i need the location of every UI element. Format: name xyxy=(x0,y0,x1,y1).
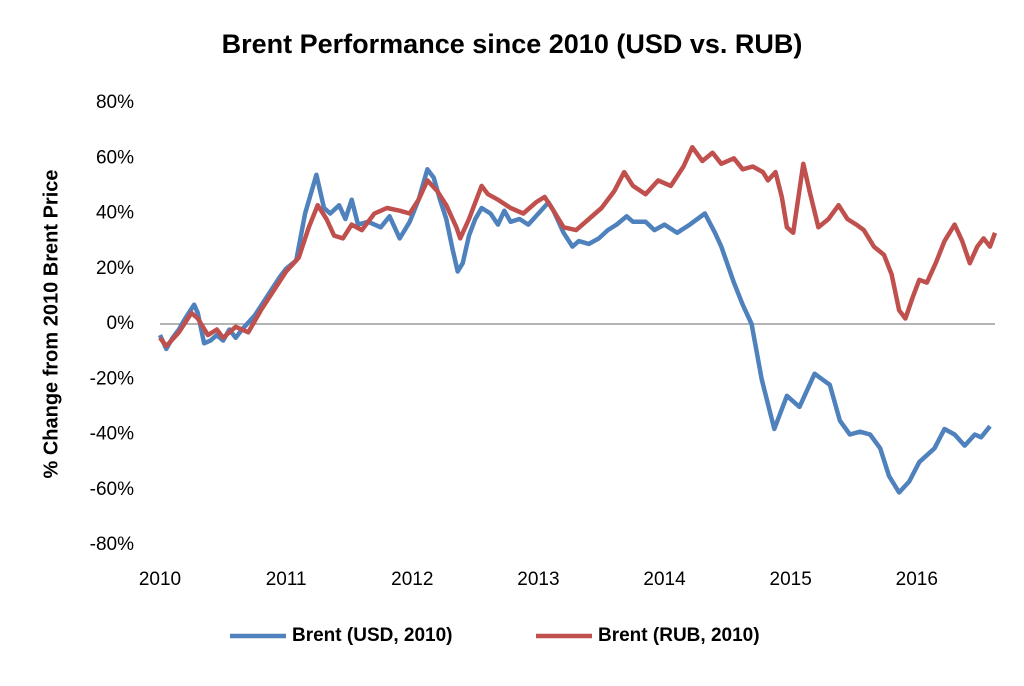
y-tick-label: -20% xyxy=(90,368,134,389)
x-tick-label: 2014 xyxy=(643,569,686,590)
y-tick-label: -80% xyxy=(90,534,134,555)
x-tick-label: 2010 xyxy=(139,569,181,590)
y-tick-label: 20% xyxy=(96,258,134,279)
series-line xyxy=(157,167,992,495)
legend-label: Brent (RUB, 2010) xyxy=(598,625,760,646)
y-axis-label: % Change from 2010 Brent Price xyxy=(40,170,62,479)
x-tick-label: 2012 xyxy=(391,569,433,590)
y-tick-label: 80% xyxy=(96,92,134,113)
y-tick-label: 40% xyxy=(96,203,134,224)
y-tick-label: -60% xyxy=(90,479,134,500)
y-tick-label: -40% xyxy=(90,424,134,445)
x-tick-label: 2011 xyxy=(266,569,307,590)
y-tick-label: 60% xyxy=(96,147,134,168)
x-tick-label: 2013 xyxy=(517,569,559,590)
y-tick-label: 0% xyxy=(107,313,135,334)
x-tick-label: 2016 xyxy=(896,569,938,590)
series-line xyxy=(158,144,998,349)
legend-label: Brent (USD, 2010) xyxy=(292,625,453,646)
chart-title: Brent Performance since 2010 (USD vs. RU… xyxy=(222,29,803,59)
x-tick-label: 2015 xyxy=(770,569,812,590)
